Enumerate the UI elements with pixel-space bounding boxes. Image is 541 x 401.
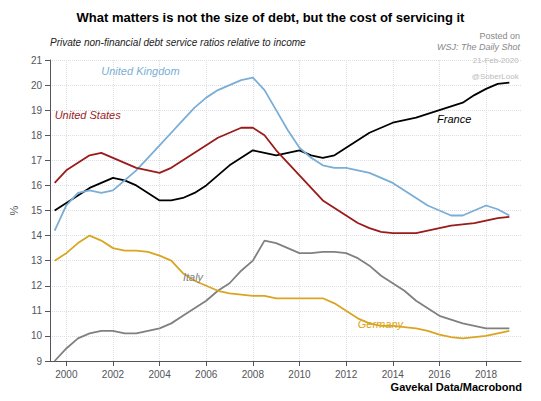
svg-text:9: 9 xyxy=(36,356,42,367)
svg-text:2000: 2000 xyxy=(55,369,78,380)
svg-text:2010: 2010 xyxy=(288,369,311,380)
svg-text:WSJ: The Daily Shot: WSJ: The Daily Shot xyxy=(437,42,521,52)
svg-text:Italy: Italy xyxy=(183,271,205,283)
svg-text:2012: 2012 xyxy=(335,369,358,380)
svg-text:United States: United States xyxy=(55,109,122,121)
svg-text:18: 18 xyxy=(31,130,43,141)
svg-text:2014: 2014 xyxy=(382,369,405,380)
svg-text:Private non-financial debt ser: Private non-financial debt service ratio… xyxy=(50,37,306,48)
svg-text:15: 15 xyxy=(31,205,43,216)
svg-text:13: 13 xyxy=(31,255,43,266)
svg-text:United Kingdom: United Kingdom xyxy=(101,65,179,77)
svg-text:11: 11 xyxy=(32,305,43,316)
svg-text:Gavekal Data/Macrobond: Gavekal Data/Macrobond xyxy=(391,381,522,393)
svg-text:%: % xyxy=(8,205,20,215)
svg-text:19: 19 xyxy=(31,105,43,116)
svg-text:Posted on: Posted on xyxy=(479,31,520,41)
svg-text:10: 10 xyxy=(31,330,43,341)
svg-text:21-Feb-2020: 21-Feb-2020 xyxy=(473,56,519,65)
svg-text:@SoberLook: @SoberLook xyxy=(472,72,520,81)
svg-text:What matters is not the size o: What matters is not the size of debt, bu… xyxy=(77,10,466,25)
svg-text:2004: 2004 xyxy=(148,369,171,380)
svg-text:2008: 2008 xyxy=(242,369,265,380)
svg-text:2018: 2018 xyxy=(475,369,498,380)
svg-text:France: France xyxy=(437,113,471,125)
svg-text:2002: 2002 xyxy=(102,369,125,380)
svg-text:16: 16 xyxy=(31,180,43,191)
svg-text:14: 14 xyxy=(31,230,43,241)
svg-text:2006: 2006 xyxy=(195,369,218,380)
svg-text:12: 12 xyxy=(31,280,43,291)
svg-text:17: 17 xyxy=(31,155,43,166)
svg-text:21: 21 xyxy=(31,55,43,66)
svg-text:2016: 2016 xyxy=(428,369,451,380)
svg-text:20: 20 xyxy=(31,80,43,91)
svg-text:Germany: Germany xyxy=(358,318,405,330)
